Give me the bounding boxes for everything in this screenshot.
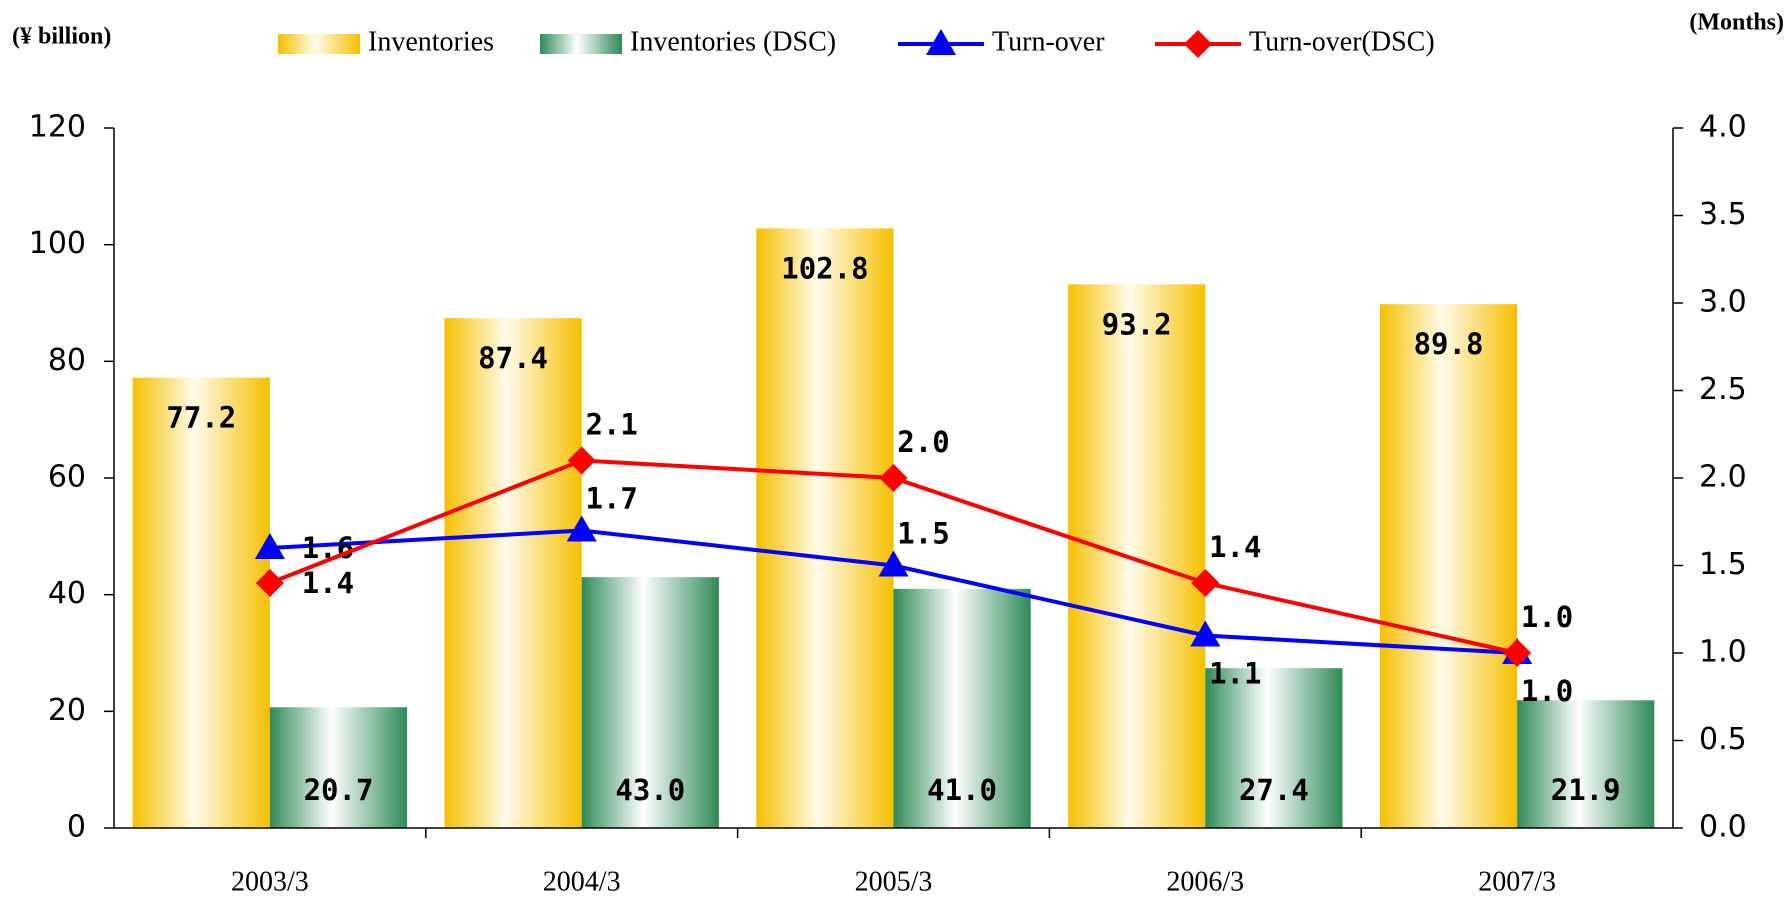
y2-tick-label: 2.5 [1699,372,1747,407]
bar-value-label: 20.7 [304,773,374,807]
line-marker [1190,620,1221,647]
line-value-label: 1.4 [1209,530,1261,564]
y2-tick-label: 1.5 [1699,547,1747,582]
x-tick-label: 2005/3 [855,866,933,897]
line-marker [878,550,909,577]
legend-label: Turn-over(DSC) [1249,26,1435,57]
x-tick-label: 2007/3 [1478,866,1556,897]
line-value-label: 1.7 [586,482,638,516]
bar [581,577,719,828]
y-tick-label: 40 [48,576,86,611]
y-tick-label: 120 [29,110,86,145]
legend-marker [1184,30,1212,58]
line-marker [567,446,596,475]
bar-value-label: 41.0 [927,773,997,807]
x-tick-label: 2003/3 [231,866,309,897]
y2-tick-label: 2.0 [1699,460,1747,495]
legend-swatch [278,34,360,54]
x-tick-label: 2004/3 [543,866,621,897]
y2-tick-label: 3.0 [1699,285,1747,320]
bar-value-label: 21.9 [1551,773,1621,807]
y-tick-label: 80 [48,343,86,378]
legend-swatch [540,34,622,54]
x-tick-label: 2006/3 [1166,866,1244,897]
y2-tick-label: 1.0 [1699,635,1747,670]
bar [269,707,408,828]
line-marker [1191,569,1220,597]
bar [1379,304,1518,829]
y-tick-label: 0 [67,810,86,845]
legend-label: Inventories [368,26,494,57]
bar-value-label: 27.4 [1239,773,1309,807]
y-tick-label: 100 [29,226,86,261]
line-value-label: 1.4 [302,566,354,600]
bar [756,228,894,829]
y-tick-label: 20 [48,693,86,728]
bar [1068,284,1206,828]
y2-tick-label: 0.0 [1699,810,1747,845]
line-value-label: 1.0 [1521,674,1573,708]
bar [444,318,582,828]
bar [893,588,1031,828]
y-tick-label: 60 [48,460,86,495]
bar-value-label: 77.2 [166,401,236,435]
line-marker [1503,639,1532,667]
y-axis-label: (¥ billion) [12,24,111,50]
legend-marker [926,29,956,55]
bar-value-label: 93.2 [1102,307,1172,341]
line-value-label: 2.1 [586,408,638,442]
y2-tick-label: 4.0 [1699,110,1747,145]
line-marker [879,464,908,492]
line-value-label: 1.1 [1209,657,1261,691]
legend-label: Turn-over [992,26,1105,57]
y2-tick-label: 3.5 [1699,197,1747,232]
line-value-label: 2.0 [897,425,949,459]
line-value-label: 1.5 [897,517,949,551]
bar [1517,700,1655,828]
line-marker [566,515,597,542]
bar-value-label: 89.8 [1414,327,1484,361]
bar-value-label: 43.0 [615,773,685,807]
line-marker [255,569,284,597]
line-value-label: 1.0 [1521,600,1573,634]
bar-value-label: 102.8 [781,251,868,285]
bar-value-label: 87.4 [478,341,548,375]
bar [132,377,270,828]
y2-tick-label: 0.5 [1699,722,1747,757]
y2-axis-label: (Months) [1689,10,1784,36]
bar [1205,668,1343,828]
line-marker [254,533,285,559]
legend-label: Inventories (DSC) [630,26,836,57]
